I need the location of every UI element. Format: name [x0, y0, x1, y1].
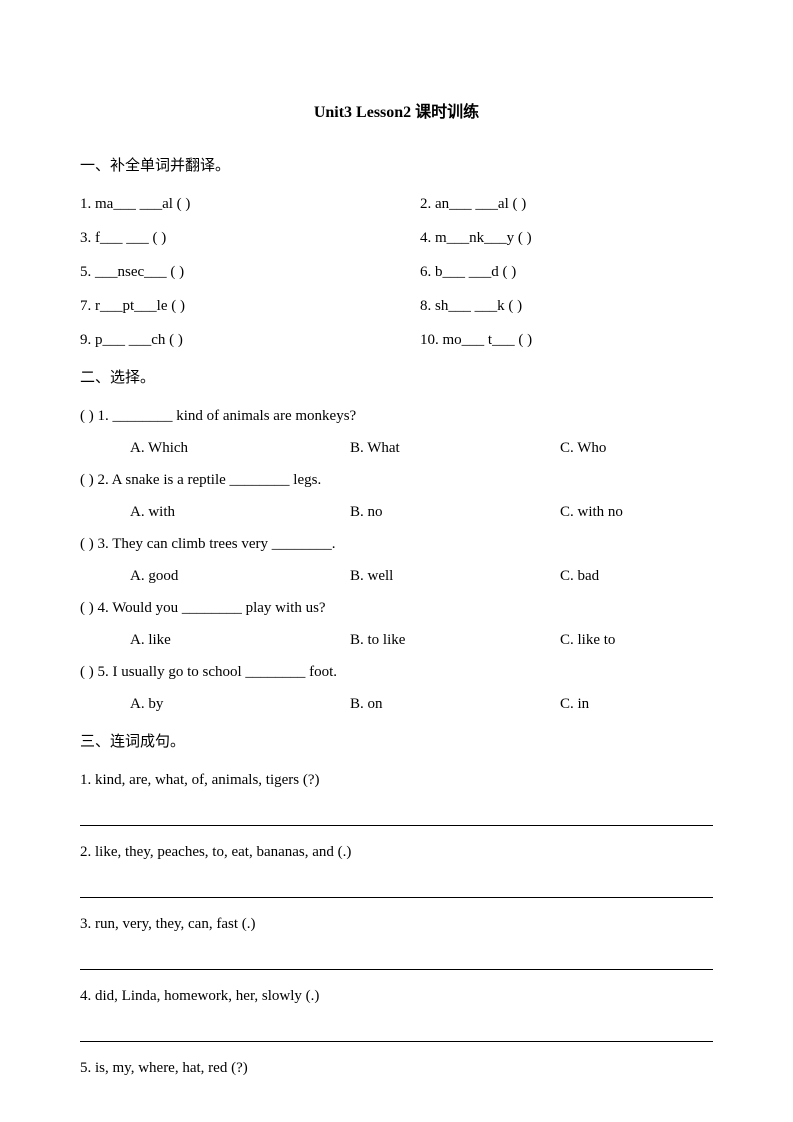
sentence-q-4: 4. did, Linda, homework, her, slowly (.)	[80, 984, 713, 1008]
choice-c: C. like to	[560, 628, 713, 652]
sentence-q-3: 3. run, very, they, can, fast (.)	[80, 912, 713, 936]
sentence-q-2: 2. like, they, peaches, to, eat, bananas…	[80, 840, 713, 864]
choice-a: A. with	[130, 500, 350, 524]
section2-header: 二、选择。	[80, 366, 713, 390]
answer-line	[80, 1020, 713, 1042]
choice-b: B. What	[350, 436, 560, 460]
section3-header: 三、连词成句。	[80, 730, 713, 754]
vocab-item-3: 3. f___ ___ ( )	[80, 226, 420, 250]
vocab-item-4: 4. m___nk___y ( )	[420, 226, 713, 250]
vocab-row: 7. r___pt___le ( ) 8. sh___ ___k ( )	[80, 294, 713, 318]
vocab-item-5: 5. ___nsec___ ( )	[80, 260, 420, 284]
mc-choices-4: A. like B. to like C. like to	[80, 628, 713, 652]
sentence-q-5: 5. is, my, where, hat, red (?)	[80, 1056, 713, 1080]
mc-question-5: ( ) 5. I usually go to school ________ f…	[80, 660, 713, 684]
choice-b: B. no	[350, 500, 560, 524]
vocab-row: 9. p___ ___ch ( ) 10. mo___ t___ ( )	[80, 328, 713, 352]
vocab-row: 3. f___ ___ ( ) 4. m___nk___y ( )	[80, 226, 713, 250]
answer-line	[80, 804, 713, 826]
choice-b: B. to like	[350, 628, 560, 652]
choice-c: C. with no	[560, 500, 713, 524]
mc-question-3: ( ) 3. They can climb trees very _______…	[80, 532, 713, 556]
section1-header: 一、补全单词并翻译。	[80, 154, 713, 178]
vocab-item-10: 10. mo___ t___ ( )	[420, 328, 713, 352]
choice-b: B. on	[350, 692, 560, 716]
mc-question-4: ( ) 4. Would you ________ play with us?	[80, 596, 713, 620]
choice-c: C. in	[560, 692, 713, 716]
mc-choices-5: A. by B. on C. in	[80, 692, 713, 716]
mc-choices-3: A. good B. well C. bad	[80, 564, 713, 588]
answer-line	[80, 948, 713, 970]
mc-choices-2: A. with B. no C. with no	[80, 500, 713, 524]
choice-c: C. bad	[560, 564, 713, 588]
worksheet-title: Unit3 Lesson2 课时训练	[80, 100, 713, 126]
choice-a: A. Which	[130, 436, 350, 460]
mc-choices-1: A. Which B. What C. Who	[80, 436, 713, 460]
vocab-row: 1. ma___ ___al ( ) 2. an___ ___al ( )	[80, 192, 713, 216]
vocab-item-6: 6. b___ ___d ( )	[420, 260, 713, 284]
choice-b: B. well	[350, 564, 560, 588]
vocab-item-7: 7. r___pt___le ( )	[80, 294, 420, 318]
vocab-item-8: 8. sh___ ___k ( )	[420, 294, 713, 318]
vocab-item-9: 9. p___ ___ch ( )	[80, 328, 420, 352]
vocab-row: 5. ___nsec___ ( ) 6. b___ ___d ( )	[80, 260, 713, 284]
choice-a: A. by	[130, 692, 350, 716]
mc-question-1: ( ) 1. ________ kind of animals are monk…	[80, 404, 713, 428]
mc-question-2: ( ) 2. A snake is a reptile ________ leg…	[80, 468, 713, 492]
choice-a: A. good	[130, 564, 350, 588]
vocab-item-1: 1. ma___ ___al ( )	[80, 192, 420, 216]
sentence-q-1: 1. kind, are, what, of, animals, tigers …	[80, 768, 713, 792]
answer-line	[80, 876, 713, 898]
vocab-item-2: 2. an___ ___al ( )	[420, 192, 713, 216]
choice-a: A. like	[130, 628, 350, 652]
choice-c: C. Who	[560, 436, 713, 460]
